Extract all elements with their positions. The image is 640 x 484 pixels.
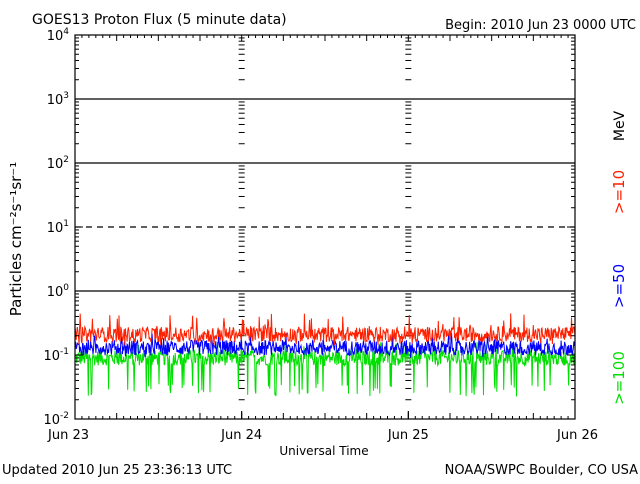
legend-ge50: >=50 — [610, 264, 628, 308]
y-tick-label: 10-2 — [43, 411, 69, 428]
credit-label: NOAA/SWPC Boulder, CO USA — [445, 463, 638, 478]
y-axis-label: Particles cm⁻²s⁻¹sr⁻¹ — [7, 162, 25, 316]
y-tick-label: 103 — [47, 91, 69, 108]
series-line-0 — [74, 313, 576, 346]
x-tick-labels: Jun 23 Jun 24 Jun 25 Jun 26 — [47, 428, 598, 443]
legend-ge100: >=100 — [610, 351, 628, 405]
chart-title: GOES13 Proton Flux (5 minute data) — [32, 12, 287, 28]
y-tick-label: 10-1 — [43, 347, 69, 364]
begin-time-label: Begin: 2010 Jun 23 0000 UTC — [445, 18, 636, 33]
y-tick-label: 100 — [47, 283, 70, 300]
legend: MeV >=10 >=50 >=100 — [610, 110, 628, 404]
x-tick-label: Jun 24 — [220, 428, 262, 443]
y-tick-label: 104 — [47, 27, 70, 44]
updated-label: Updated 2010 Jun 25 23:36:13 UTC — [2, 463, 232, 478]
x-tick-label: Jun 26 — [556, 428, 598, 443]
y-tick-label: 102 — [47, 155, 69, 172]
y-tick-labels: 104 103 102 101 100 10-1 10-2 — [43, 27, 575, 428]
unit-label: MeV — [612, 110, 628, 141]
y-tick-label: 101 — [47, 219, 69, 236]
series-layer — [74, 313, 576, 397]
x-tick-label: Jun 23 — [47, 428, 89, 443]
x-axis-label: Universal Time — [279, 444, 368, 458]
x-tick-label: Jun 25 — [387, 428, 429, 443]
legend-ge10: >=10 — [610, 170, 628, 214]
